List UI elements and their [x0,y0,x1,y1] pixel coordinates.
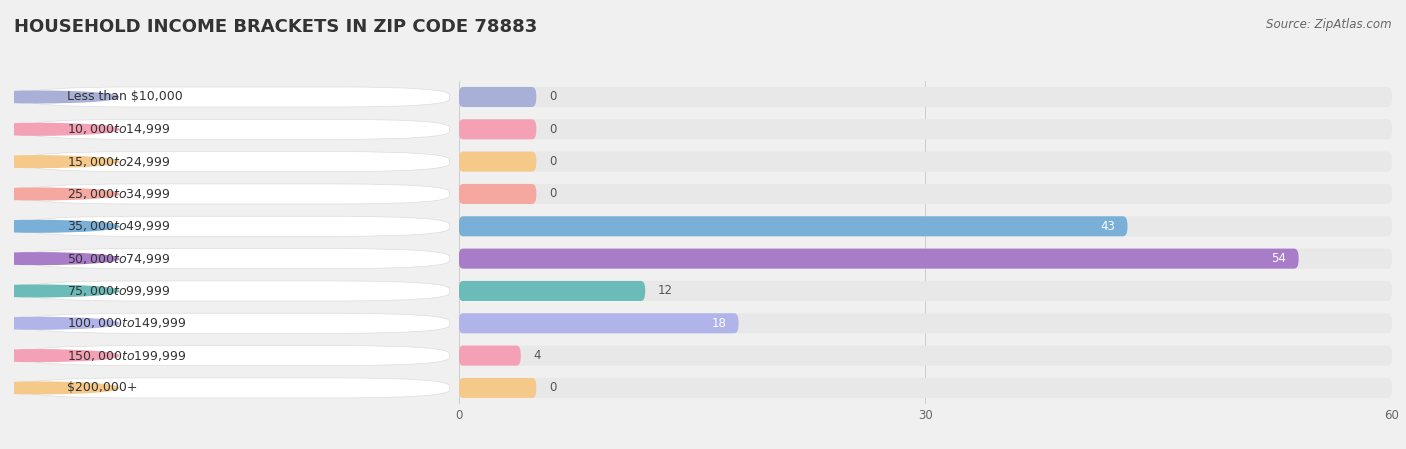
FancyBboxPatch shape [458,216,1128,236]
Text: $35,000 to $49,999: $35,000 to $49,999 [67,219,172,233]
Text: 12: 12 [658,285,672,297]
Circle shape [0,317,118,329]
Text: $25,000 to $34,999: $25,000 to $34,999 [67,187,172,201]
Circle shape [0,350,118,361]
FancyBboxPatch shape [458,313,738,333]
FancyBboxPatch shape [458,249,1392,269]
FancyBboxPatch shape [458,152,536,172]
Text: Less than $10,000: Less than $10,000 [67,91,183,103]
FancyBboxPatch shape [458,281,645,301]
Circle shape [0,156,118,167]
FancyBboxPatch shape [458,307,1392,339]
FancyBboxPatch shape [458,281,1392,301]
FancyBboxPatch shape [458,346,1392,365]
FancyBboxPatch shape [458,184,536,204]
Text: Source: ZipAtlas.com: Source: ZipAtlas.com [1267,18,1392,31]
FancyBboxPatch shape [22,346,450,365]
FancyBboxPatch shape [22,249,450,269]
FancyBboxPatch shape [458,81,1392,113]
FancyBboxPatch shape [458,339,1392,372]
Text: 0: 0 [548,91,557,103]
Text: $50,000 to $74,999: $50,000 to $74,999 [67,251,172,266]
Text: 0: 0 [548,155,557,168]
FancyBboxPatch shape [458,210,1392,242]
Text: 54: 54 [1271,252,1286,265]
Text: $10,000 to $14,999: $10,000 to $14,999 [67,122,172,136]
FancyBboxPatch shape [458,216,1392,236]
FancyBboxPatch shape [22,216,450,236]
Text: HOUSEHOLD INCOME BRACKETS IN ZIP CODE 78883: HOUSEHOLD INCOME BRACKETS IN ZIP CODE 78… [14,18,537,36]
FancyBboxPatch shape [458,372,1392,404]
Circle shape [0,220,118,232]
FancyBboxPatch shape [22,152,450,172]
FancyBboxPatch shape [22,119,450,139]
FancyBboxPatch shape [458,152,1392,172]
Text: $100,000 to $149,999: $100,000 to $149,999 [67,316,187,330]
Text: $75,000 to $99,999: $75,000 to $99,999 [67,284,172,298]
FancyBboxPatch shape [458,87,1392,107]
FancyBboxPatch shape [458,113,1392,145]
FancyBboxPatch shape [458,119,536,139]
FancyBboxPatch shape [22,184,450,204]
FancyBboxPatch shape [22,378,450,398]
FancyBboxPatch shape [22,281,450,301]
FancyBboxPatch shape [458,87,536,107]
Circle shape [0,91,118,103]
FancyBboxPatch shape [22,87,450,107]
Circle shape [0,253,118,264]
Text: 4: 4 [533,349,541,362]
FancyBboxPatch shape [458,178,1392,210]
Text: 0: 0 [548,188,557,200]
Text: $15,000 to $24,999: $15,000 to $24,999 [67,154,172,169]
FancyBboxPatch shape [458,119,1392,139]
FancyBboxPatch shape [458,378,536,398]
FancyBboxPatch shape [458,145,1392,178]
FancyBboxPatch shape [458,184,1392,204]
Text: 18: 18 [711,317,725,330]
FancyBboxPatch shape [458,378,1392,398]
Circle shape [0,123,118,135]
FancyBboxPatch shape [458,249,1299,269]
Text: 43: 43 [1099,220,1115,233]
FancyBboxPatch shape [458,275,1392,307]
Circle shape [0,382,118,394]
Text: $150,000 to $199,999: $150,000 to $199,999 [67,348,187,363]
Text: $200,000+: $200,000+ [67,382,138,394]
Circle shape [0,188,118,200]
FancyBboxPatch shape [22,313,450,333]
Circle shape [0,285,118,297]
Text: 0: 0 [548,382,557,394]
FancyBboxPatch shape [458,313,1392,333]
FancyBboxPatch shape [458,346,520,365]
FancyBboxPatch shape [458,242,1392,275]
Text: 0: 0 [548,123,557,136]
